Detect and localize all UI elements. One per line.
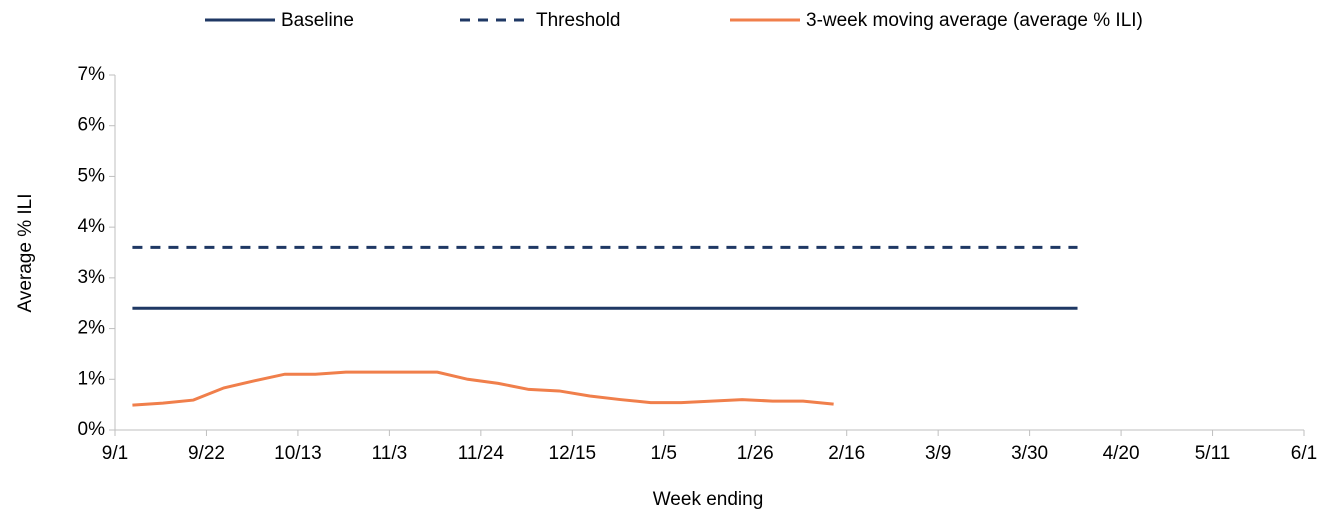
y-tick-label: 6% — [78, 115, 106, 136]
x-tick-label: 3/30 — [1011, 443, 1048, 464]
x-axis-label: Week ending — [653, 489, 764, 510]
x-tick-label: 6/1 — [1291, 443, 1317, 464]
x-tick-label: 12/15 — [549, 443, 597, 464]
legend-label: 3-week moving average (average % ILI) — [806, 10, 1143, 31]
series-line — [132, 370, 834, 407]
y-tick-label: 1% — [78, 368, 106, 389]
y-tick-label: 3% — [78, 267, 106, 288]
x-tick-label: 9/1 — [102, 443, 128, 464]
x-tick-label: 5/11 — [1195, 443, 1231, 464]
x-tick-label: 9/22 — [188, 443, 225, 464]
x-tick-label: 11/3 — [372, 443, 408, 464]
y-tick-label: 0% — [78, 419, 106, 440]
y-tick-label: 2% — [78, 318, 106, 339]
legend-label: Threshold — [536, 10, 621, 31]
x-tick-label: 2/16 — [828, 443, 865, 464]
x-tick-label: 4/20 — [1103, 443, 1140, 464]
y-tick-label: 4% — [78, 216, 106, 237]
legend-label: Baseline — [281, 10, 354, 31]
x-tick-label: 1/5 — [651, 443, 677, 464]
y-tick-label: 7% — [78, 64, 106, 85]
x-tick-label: 11/24 — [458, 443, 505, 464]
y-tick-label: 5% — [78, 165, 106, 186]
y-axis-label: Average % ILI — [15, 193, 36, 312]
x-tick-label: 10/13 — [274, 443, 322, 464]
x-tick-label: 1/26 — [737, 443, 774, 464]
x-tick-label: 3/9 — [925, 443, 951, 464]
